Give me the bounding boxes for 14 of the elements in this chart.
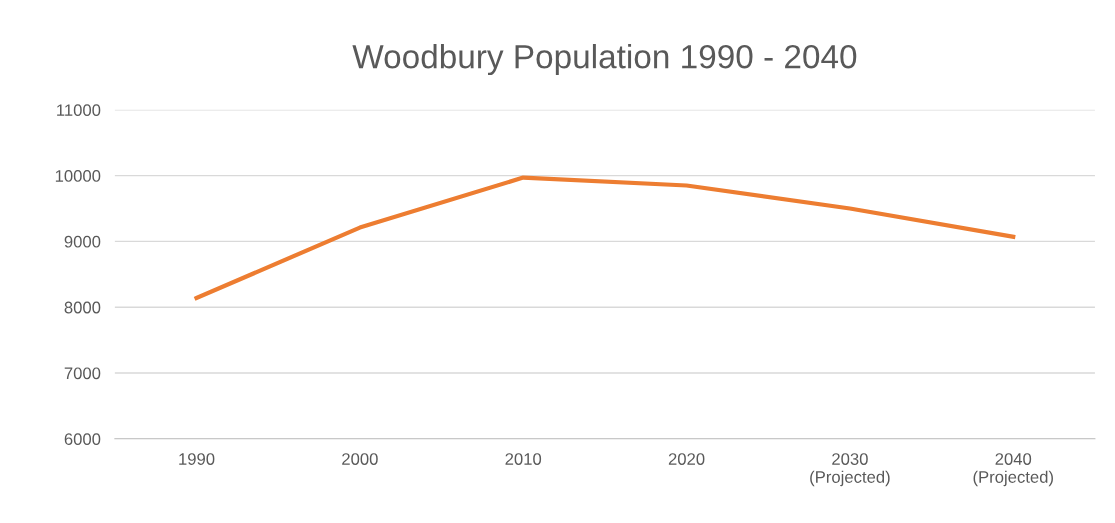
x-tick-label: 2020: [668, 453, 705, 465]
y-tick-label: 11000: [57, 104, 101, 117]
y-tick-label: 9000: [64, 235, 101, 248]
line-series: [194, 175, 1016, 301]
y-tick-label: 6000: [64, 433, 101, 445]
chart-title: Woodbury Population 1990 - 2040: [352, 44, 857, 76]
x-tick-label: 2040 (Projected): [973, 453, 1053, 487]
x-tick-label: 1990: [179, 453, 215, 465]
x-tick-label: 2000: [342, 453, 378, 465]
y-tick-label: 8000: [64, 301, 101, 314]
y-tick-label: 7000: [64, 367, 101, 380]
x-tick-label: 2010: [505, 453, 542, 465]
y-tick-label: 10000: [55, 170, 101, 182]
x-tick-label: 2030 (Projected): [810, 453, 890, 487]
